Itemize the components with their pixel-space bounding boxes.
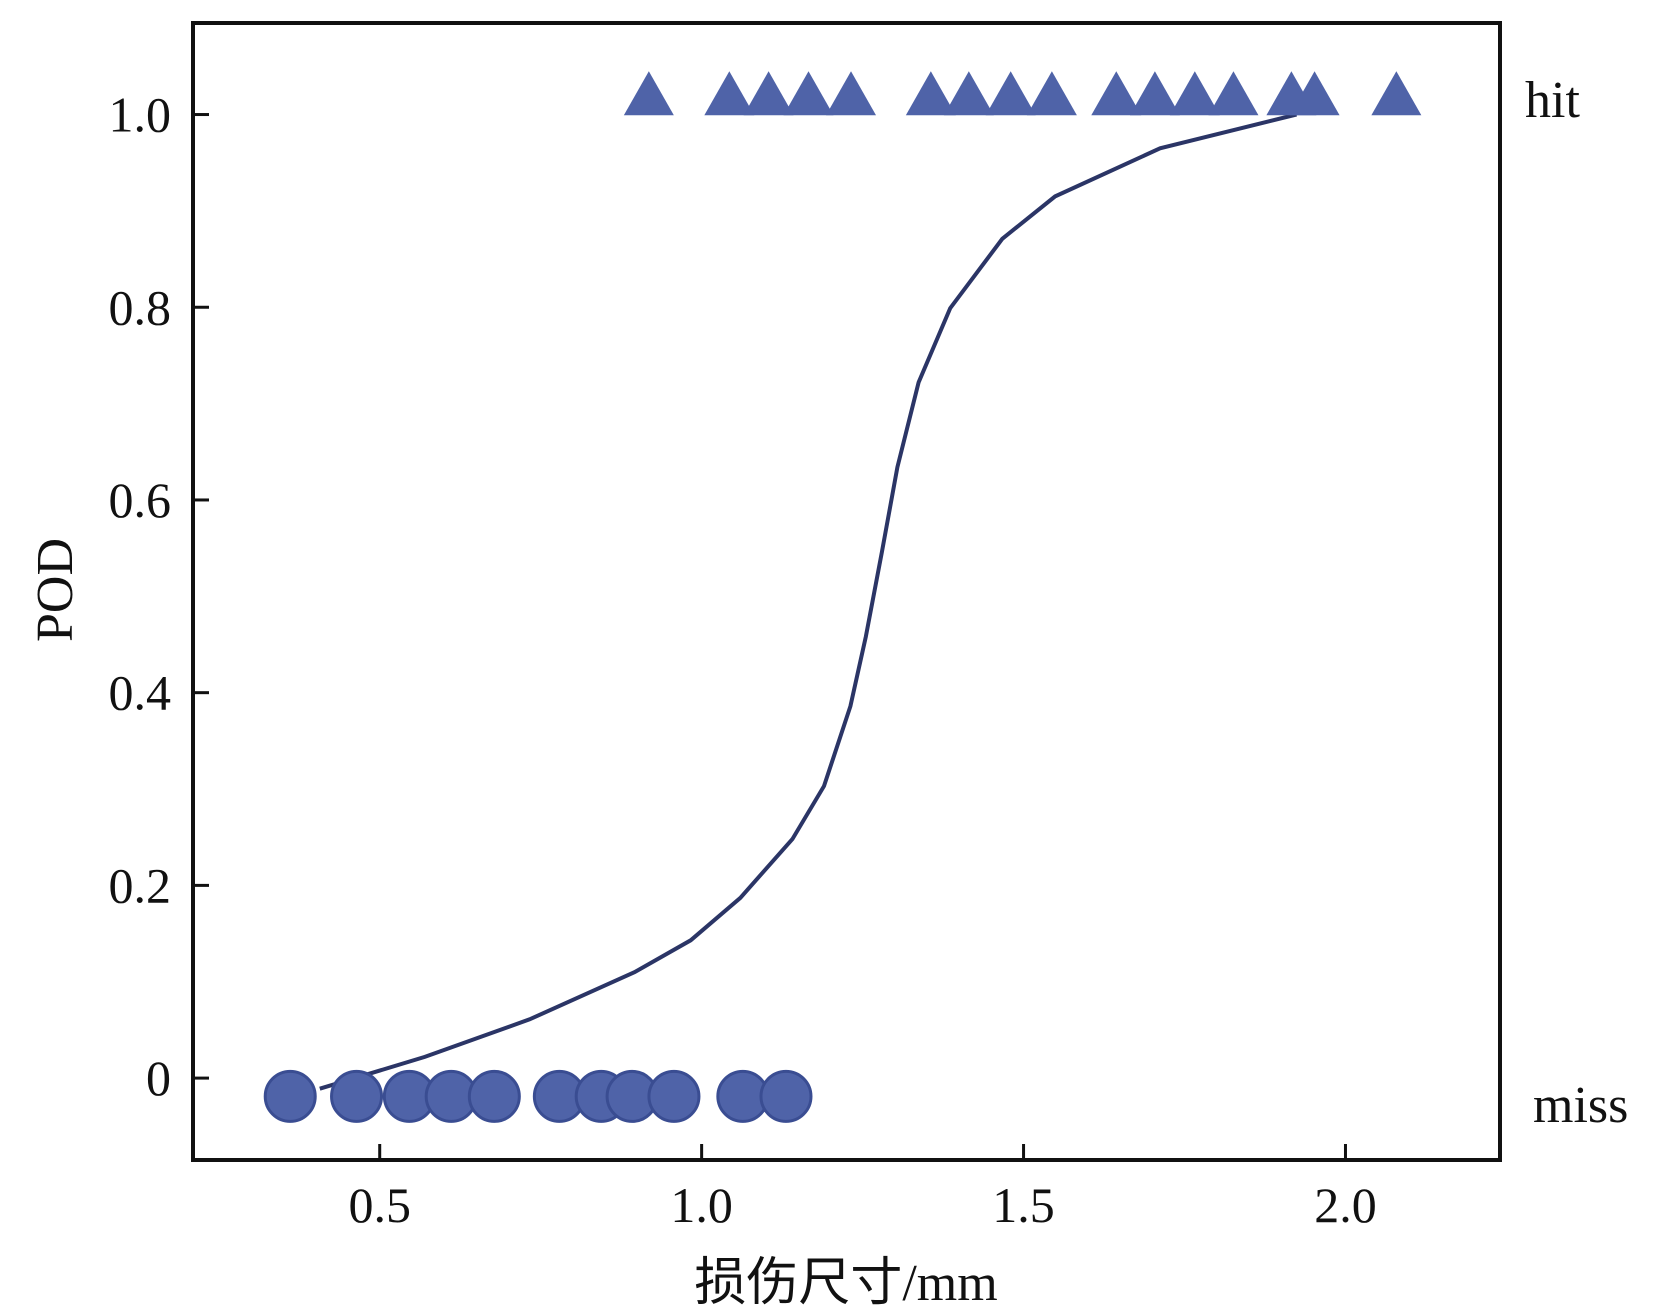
hit-point	[905, 71, 956, 116]
hit-point	[704, 71, 755, 116]
hit-point	[1289, 71, 1340, 116]
miss-point	[330, 1069, 384, 1123]
miss-point	[759, 1069, 813, 1123]
pod-curve	[319, 112, 1297, 1091]
y-tick-label: 1.0	[109, 87, 172, 143]
y-axis-title: POD	[27, 538, 84, 642]
x-tick-label: 2.0	[1314, 1177, 1377, 1233]
y-tick-label: 0.4	[109, 665, 172, 721]
hit-point	[1129, 71, 1180, 116]
hit-point	[1208, 71, 1259, 116]
hit-point	[1169, 71, 1220, 116]
hit-point	[743, 71, 794, 116]
y-tick-label: 0	[146, 1050, 171, 1106]
hit-point	[826, 71, 877, 116]
hit-label: hit	[1525, 72, 1580, 129]
x-axis-title: 损伤尺寸/mm	[694, 1255, 997, 1312]
hit-point	[783, 71, 834, 116]
miss-point	[263, 1069, 317, 1123]
plot-frame	[191, 21, 1502, 1162]
hit-point	[943, 71, 994, 116]
y-tick-label: 0.8	[109, 279, 172, 335]
x-tick-label: 1.5	[992, 1177, 1055, 1233]
miss-point	[647, 1069, 701, 1123]
y-tick-label: 0.2	[109, 857, 172, 913]
x-tick-label: 1.0	[670, 1177, 733, 1233]
miss-label: miss	[1533, 1077, 1628, 1134]
hit-point	[623, 71, 674, 116]
hit-point	[1091, 71, 1142, 116]
hit-point	[985, 71, 1036, 116]
hit-point	[1026, 71, 1077, 116]
x-tick-label: 0.5	[348, 1177, 411, 1233]
y-tick-label: 0.6	[109, 472, 172, 528]
hit-point	[1371, 71, 1422, 116]
miss-point	[467, 1069, 521, 1123]
